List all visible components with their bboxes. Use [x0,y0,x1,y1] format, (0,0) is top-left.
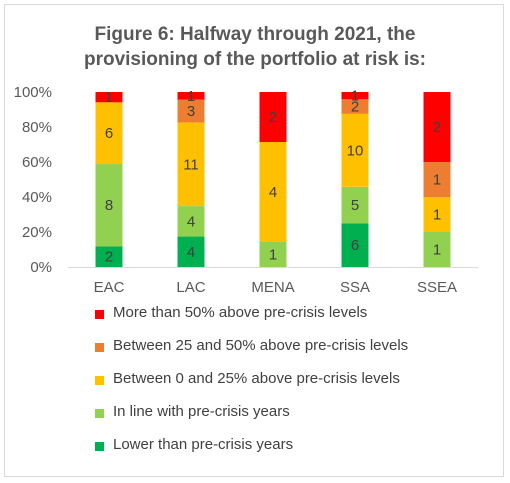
legend-label: Between 0 and 25% above pre-crisis level… [113,370,400,387]
data-label: 6 [351,237,359,254]
bar-segment [177,206,205,237]
data-label: 4 [269,184,277,201]
bar-segment [95,246,123,267]
data-label: 1 [433,207,441,224]
y-tick-label: 60% [22,154,52,171]
chart-title: Figure 6: Halfway through 2021, the prov… [0,22,510,72]
bar-segment [259,142,287,242]
data-label: 1 [187,88,195,105]
bar-segment [177,99,205,123]
data-label: 2 [105,249,113,266]
y-tick-label: 100% [14,84,52,101]
x-tick-label: EAC [94,279,125,296]
legend-label: Between 25 and 50% above pre-crisis leve… [113,337,409,354]
legend-swatch [95,376,104,385]
data-label: 4 [187,213,195,230]
bar-segment [423,232,451,267]
legend-swatch [95,310,104,319]
legend-label: More than 50% above pre-crisis levels [113,304,368,321]
data-label: 1 [269,247,277,264]
bar-segment [259,92,287,142]
bar-segment [177,236,205,267]
bar-segment [95,102,123,165]
bar-segment [341,186,369,224]
data-label: 1 [433,242,441,259]
y-tick-label: 80% [22,119,52,136]
bar-segment [341,223,369,267]
bar-segment [423,92,451,162]
bar-segment [423,197,451,232]
chart-title-line-2: provisioning of the portfolio at risk is… [83,49,426,70]
data-label: 2 [269,109,277,126]
data-label: 10 [347,142,364,159]
bar-segment [423,162,451,197]
data-label: 2 [433,119,441,136]
stacked-bar-chart: 0%20%40%60%80%100%2861EAC441131LAC142MEN… [14,84,478,296]
data-label: 1 [351,88,359,105]
legend-swatch [95,409,104,418]
bar-segment [341,99,369,114]
data-label: 3 [187,103,195,120]
data-label: 1 [105,89,113,106]
data-label: 2 [351,99,359,116]
bar-segment [95,164,123,247]
x-tick-label: SSA [340,279,370,296]
chart-frame [4,4,504,477]
bar-segment [341,92,369,100]
data-label: 11 [183,156,199,173]
legend-label: Lower than pre-crisis years [113,436,294,453]
data-label: 8 [105,197,113,214]
legend-swatch [95,442,104,451]
bar-segment [177,92,205,100]
bar-segment [95,92,123,103]
legend-label: In line with pre-crisis years [113,403,290,420]
x-tick-label: MENA [251,279,294,296]
legend-swatch [95,343,104,352]
bar-segment [177,122,205,207]
bar-segment [341,113,369,187]
y-tick-label: 40% [22,189,52,206]
y-tick-label: 0% [30,259,52,276]
y-tick-label: 20% [22,224,52,241]
chart-title-line-1: Figure 6: Halfway through 2021, the [94,24,416,45]
data-label: 6 [105,125,113,142]
x-tick-label: LAC [176,279,205,296]
x-tick-label: SSEA [417,279,457,296]
data-label: 1 [433,172,441,189]
bar-segment [259,242,287,267]
data-label: 5 [351,197,359,214]
data-label: 4 [187,244,195,261]
